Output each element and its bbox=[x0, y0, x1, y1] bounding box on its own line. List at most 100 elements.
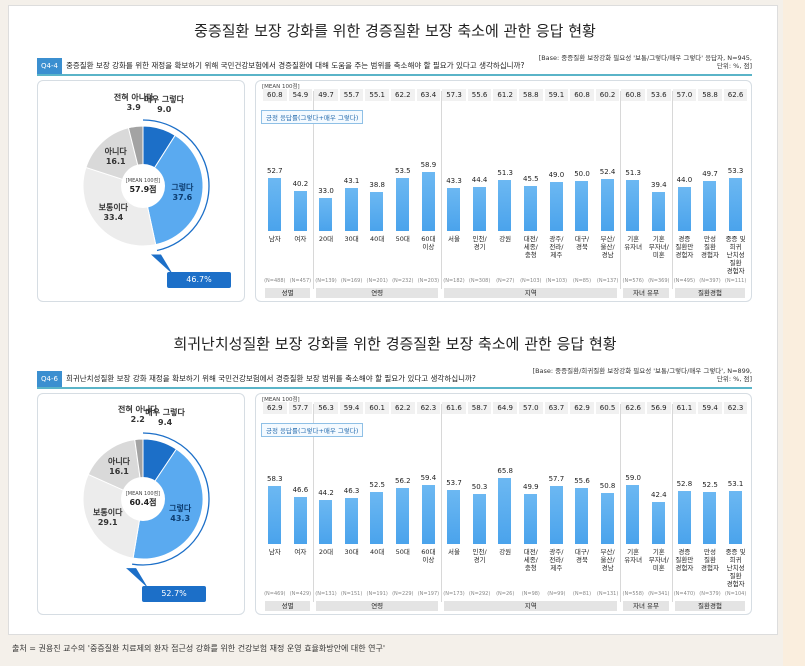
bar-value-label: 53.7 bbox=[446, 479, 462, 488]
bar-value-label: 44.4 bbox=[471, 175, 488, 184]
bar bbox=[677, 491, 691, 544]
bar bbox=[293, 497, 307, 544]
bar-value-label: 43.1 bbox=[343, 176, 360, 185]
bar-value-label: 40.2 bbox=[292, 179, 309, 188]
pie-center-hole bbox=[121, 477, 165, 521]
category-label: 기혼 유자녀 bbox=[624, 548, 643, 564]
sample-size: (N=191) bbox=[366, 591, 388, 597]
bar-value-label: 45.5 bbox=[523, 174, 539, 183]
bar bbox=[319, 499, 333, 544]
sample-size: (N=103) bbox=[520, 278, 542, 284]
category-label: 대구/ 경북 bbox=[574, 235, 590, 251]
mean-value: 64.9 bbox=[493, 402, 517, 414]
badge-pointer bbox=[126, 568, 149, 589]
pie-label: 보통이다 29.1 bbox=[93, 508, 122, 528]
mean-value: 57.3 bbox=[442, 89, 466, 101]
sample-size: (N=85) bbox=[572, 278, 592, 284]
mean-value: 62.6 bbox=[723, 89, 748, 101]
mean-value: 55.1 bbox=[365, 89, 389, 101]
mean-value: 63.4 bbox=[416, 89, 441, 101]
bar bbox=[344, 187, 358, 231]
category-label: 서울 bbox=[448, 235, 460, 243]
bar-value-label: 53.5 bbox=[395, 166, 411, 175]
pie-label-value: 37.6 bbox=[172, 193, 193, 202]
mean-value: 62.9 bbox=[263, 402, 287, 414]
bar bbox=[472, 186, 486, 231]
pie-label-value: 16.1 bbox=[105, 156, 126, 166]
bar-value-label: 46.3 bbox=[343, 486, 360, 495]
bar-value-label: 44.2 bbox=[318, 488, 334, 497]
sample-size: (N=341) bbox=[648, 591, 670, 597]
category-label: 50대 bbox=[395, 548, 410, 556]
mean-value: 56.9 bbox=[647, 402, 671, 414]
sample-size: (N=308) bbox=[468, 278, 491, 284]
bar-value-label: 33.0 bbox=[318, 187, 334, 195]
sample-size: (N=131) bbox=[596, 591, 619, 597]
mean-value: 59.1 bbox=[544, 89, 569, 101]
mean-value: 60.1 bbox=[365, 402, 389, 414]
mean-value: 57.0 bbox=[519, 402, 543, 414]
positive-arc bbox=[131, 432, 210, 566]
sample-size: (N=111) bbox=[724, 278, 747, 284]
sample-size: (N=488) bbox=[264, 278, 286, 284]
sample-size: (N=495) bbox=[673, 278, 696, 284]
category-label: 인천/ 경기 bbox=[472, 235, 487, 251]
group-label: 자녀 유무 bbox=[623, 288, 669, 298]
pie-mean-value: 60.4점 bbox=[129, 498, 157, 507]
pie-label-value: 16.1 bbox=[109, 466, 129, 476]
pie-label: 매우 그렇다 9.4 bbox=[145, 408, 185, 428]
bar-value-label: 52.4 bbox=[599, 167, 616, 176]
sample-size: (N=232) bbox=[392, 278, 414, 284]
sample-size: (N=169) bbox=[340, 278, 363, 284]
mean-value: 57.0 bbox=[672, 89, 697, 101]
pie-label-name: 전혀 아니다 bbox=[113, 92, 154, 102]
bar-value-label: 52.7 bbox=[267, 167, 283, 176]
group-separator bbox=[313, 404, 315, 602]
mean-value: 58.7 bbox=[467, 402, 492, 414]
sample-size: (N=576) bbox=[622, 278, 644, 284]
sample-size: (N=292) bbox=[468, 591, 491, 597]
category-label: 강원 bbox=[499, 235, 512, 243]
bar bbox=[268, 485, 281, 544]
pie-label: 매우 그렇다 9.0 bbox=[144, 95, 184, 115]
bar bbox=[524, 494, 537, 544]
bar-chart-box: [MEAN 100점] 성별 연령 지역 자녀 유무 질환경험 긍정 응답률(그렇다+매우 … bbox=[255, 80, 752, 302]
pie-label-value: 3.9 bbox=[126, 102, 141, 112]
category-label: 60대 이상 bbox=[421, 548, 436, 564]
bar bbox=[728, 490, 742, 544]
bar bbox=[344, 497, 358, 544]
group-label: 연령 bbox=[316, 288, 439, 298]
pie-slice bbox=[142, 134, 204, 246]
bar-value-label: 50.3 bbox=[471, 482, 488, 491]
bar-value-label: 49.9 bbox=[523, 483, 539, 492]
pie-label: 보통이다 33.4 bbox=[99, 203, 128, 223]
mean-value: 55.7 bbox=[339, 89, 364, 101]
bar bbox=[268, 178, 281, 231]
sample-size: (N=201) bbox=[366, 278, 388, 284]
bar bbox=[319, 198, 333, 231]
pie-mean-value: 57.9점 bbox=[129, 185, 157, 194]
positive-arc bbox=[142, 119, 210, 252]
pie-box: 매우 그렇다 9.4 그렇다 43.3 보통이다 29.1 아니다 16.1 전혀 아니다 2.2… bbox=[37, 393, 245, 615]
sample-size: (N=139) bbox=[315, 278, 337, 284]
sample-size: (N=470) bbox=[673, 591, 696, 597]
pie-center-hole bbox=[121, 164, 165, 208]
sample-size: (N=397) bbox=[699, 278, 721, 284]
question-id-badge: Q4-4 bbox=[37, 58, 62, 74]
pie-label-name: 전혀 아니다 bbox=[117, 405, 158, 415]
mean-value: 57.7 bbox=[288, 402, 313, 414]
sample-size: (N=104) bbox=[724, 591, 747, 597]
category-label: 대구/ 경북 bbox=[574, 548, 590, 564]
sample-size: (N=429) bbox=[289, 591, 312, 597]
pie-label: 그렇다 43.3 bbox=[169, 504, 191, 524]
category-label: 60대 이상 bbox=[421, 235, 436, 251]
bar bbox=[626, 179, 640, 231]
group-label: 질환경험 bbox=[674, 288, 746, 298]
bar-value-label: 65.8 bbox=[497, 467, 513, 476]
category-label: 광주/ 전라/ 제주 bbox=[549, 548, 564, 572]
bar-value-label: 50.0 bbox=[574, 170, 590, 178]
bar bbox=[421, 484, 435, 544]
sample-size: (N=197) bbox=[417, 591, 440, 597]
pie-label-value: 9.4 bbox=[158, 418, 173, 428]
sample-size: (N=103) bbox=[545, 278, 568, 284]
